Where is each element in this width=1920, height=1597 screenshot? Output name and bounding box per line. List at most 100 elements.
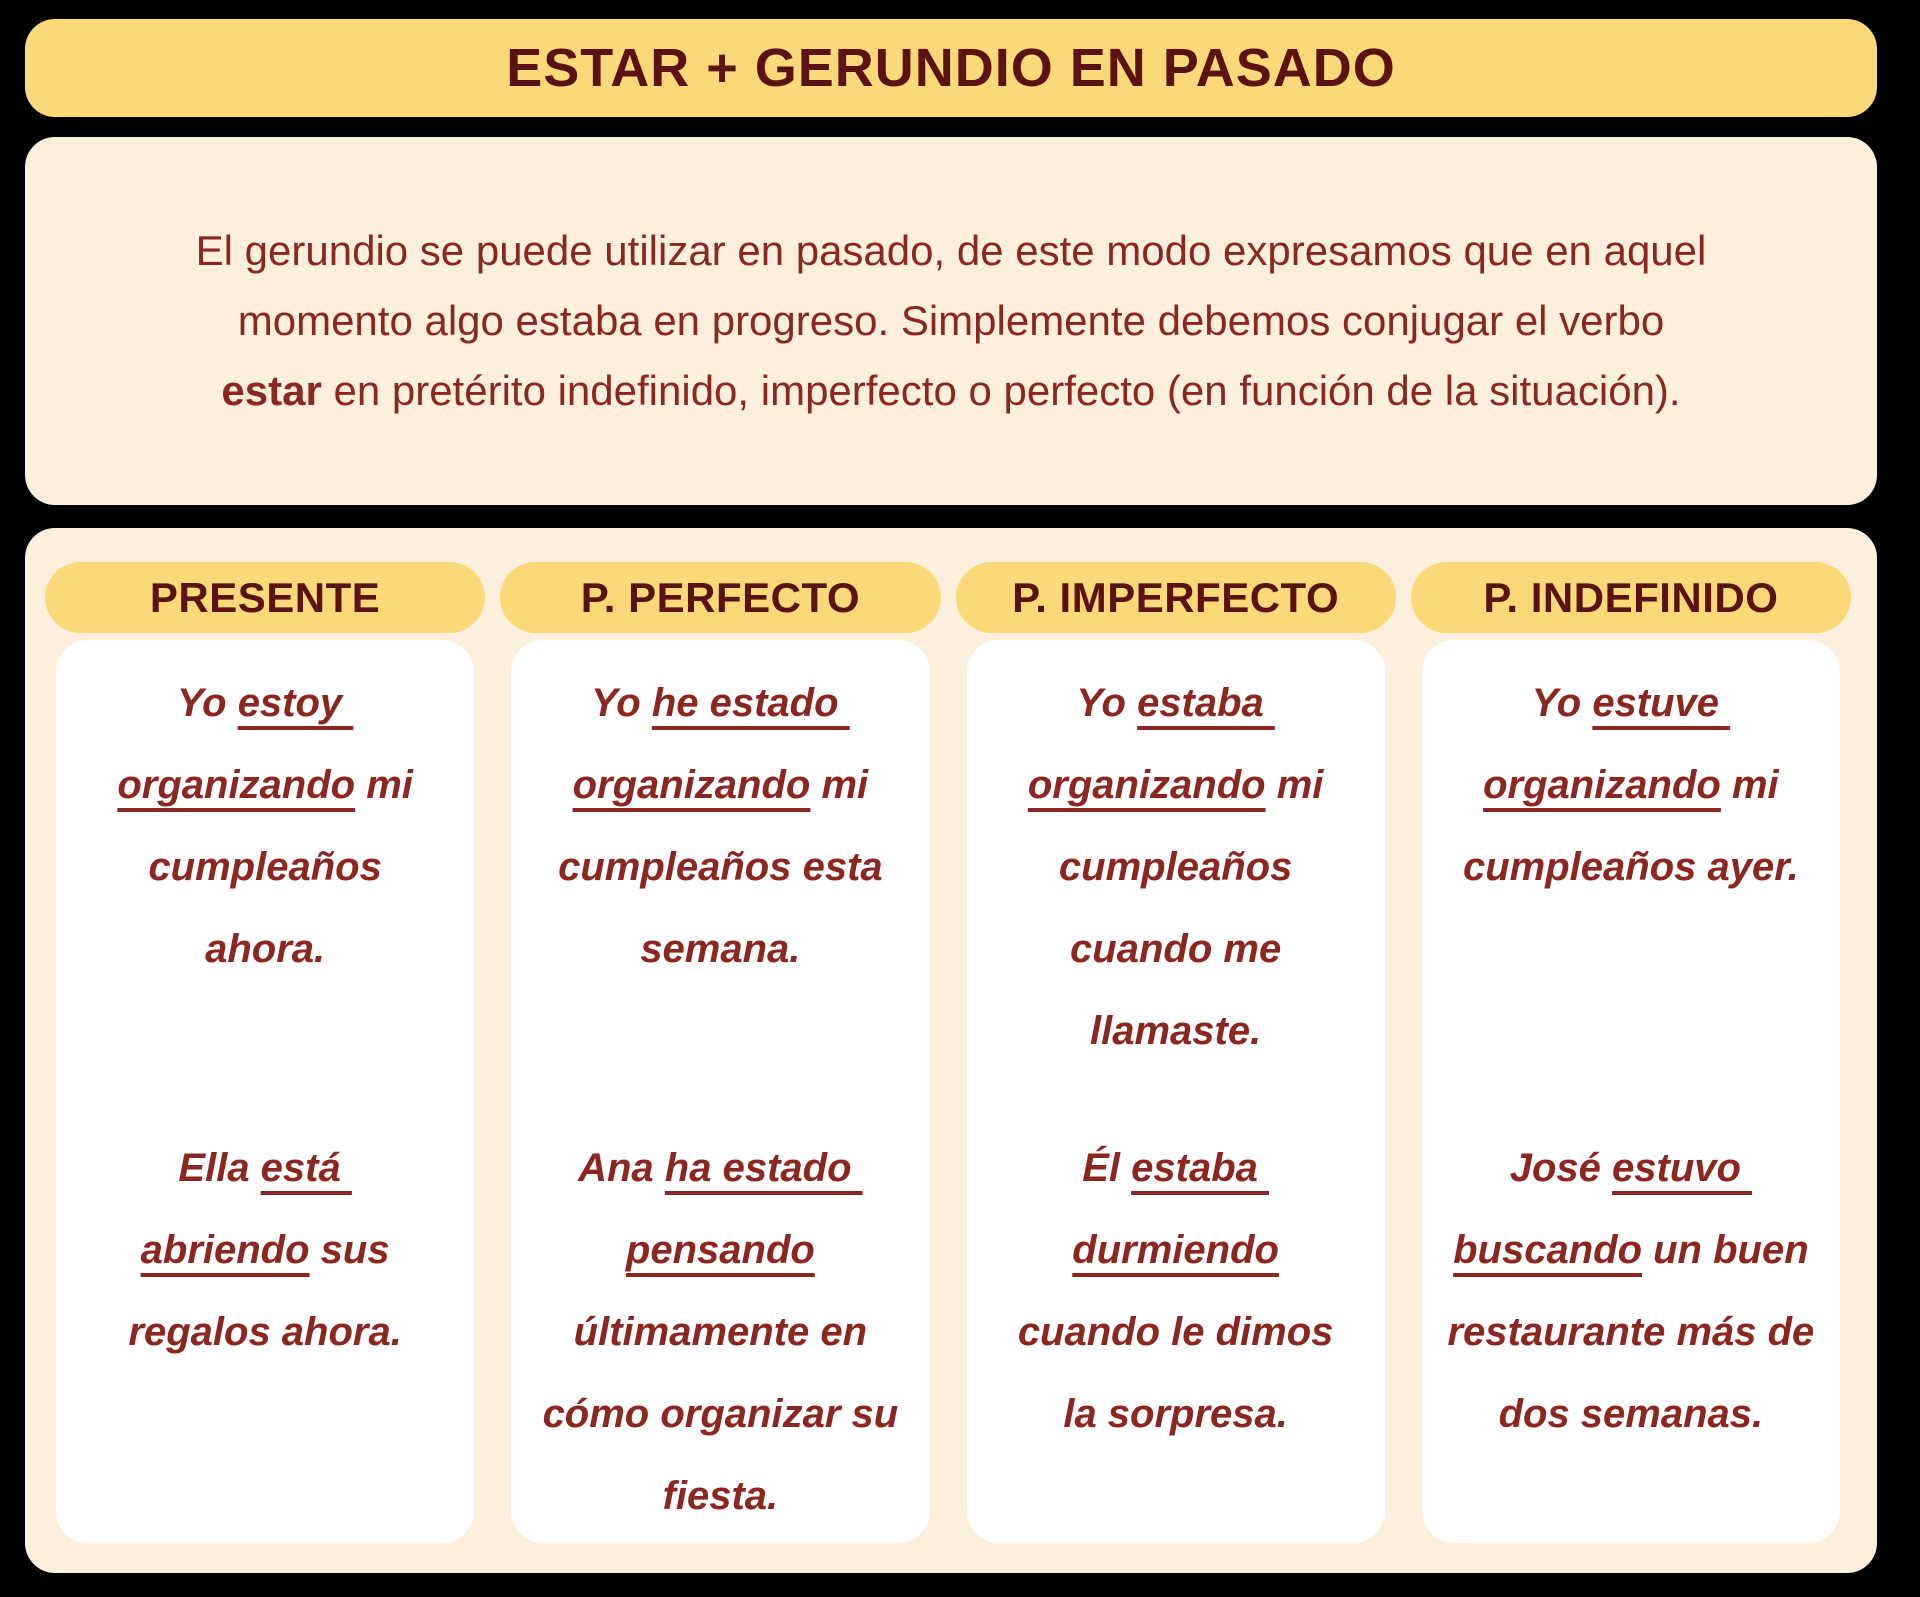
text-segment: llamaste. <box>1090 1009 1262 1053</box>
text-segment: El gerundio se puede utilizar en pasado,… <box>195 227 1707 274</box>
text-segment: mi <box>355 763 413 807</box>
sentence-line: Yo he estado <box>521 662 919 744</box>
example-sentence: Yo estuve organizando mi cumpleaños ayer. <box>1432 662 1830 1117</box>
example-card: Yo estoy organizando mi cumpleaños ahora. E… <box>56 640 475 1543</box>
title-banner: ESTAR + GERUNDIO EN PASADO <box>25 19 1877 117</box>
sentence-line: cuando le dimos <box>977 1291 1375 1373</box>
page-title: ESTAR + GERUNDIO EN PASADO <box>506 38 1396 98</box>
text-segment: en pretérito indefinido, imperfecto o pe… <box>321 367 1681 414</box>
tense-column: P. IMPERFECTO Yo estaba organizando mi cum… <box>955 562 1396 1573</box>
text-segment: sus <box>309 1228 390 1272</box>
underlined-verb: organizando <box>1027 763 1266 807</box>
text-segment: momento algo estaba en progreso. Simplem… <box>237 297 1665 344</box>
sentence-line: organizando mi <box>1432 744 1830 826</box>
bold-text-segment: estar <box>221 367 322 414</box>
text-segment: Ana <box>578 1146 665 1190</box>
sentence-line: abriendo sus <box>66 1209 464 1291</box>
tense-column: P. PERFECTO Yo he estado organizando mi cu… <box>500 562 941 1573</box>
tense-header-label: P. PERFECTO <box>580 573 861 621</box>
sentence-line: últimamente en <box>521 1291 919 1373</box>
sentence-line: Ella está <box>66 1127 464 1209</box>
underlined-verb: estaba <box>1137 681 1275 725</box>
tense-header-label: P. INDEFINIDO <box>1483 573 1779 621</box>
example-sentence: Yo estoy organizando mi cumpleaños ahora. <box>66 662 464 1117</box>
sentence-line: buscando un buen <box>1432 1209 1830 1291</box>
intro-line: El gerundio se puede utilizar en pasado,… <box>196 216 1707 286</box>
underlined-verb: organizando <box>572 763 811 807</box>
tense-header-pill: P. IMPERFECTO <box>955 562 1396 633</box>
text-segment: dos semanas. <box>1498 1392 1764 1436</box>
sentence-line: restaurante más de <box>1432 1291 1830 1373</box>
text-segment: Él <box>1082 1146 1132 1190</box>
example-sentence: Él estaba durmiendo cuando le dimos la sor… <box>977 1127 1375 1455</box>
text-segment: mi <box>1720 763 1779 807</box>
text-segment: cuando le dimos <box>1017 1310 1334 1354</box>
sentence-line: regalos ahora. <box>66 1291 464 1373</box>
underlined-verb: organizando <box>1483 763 1721 807</box>
sentence-line: llamaste. <box>977 990 1375 1072</box>
sentence-line: Yo estuve <box>1432 662 1830 744</box>
text-segment: Yo <box>1076 681 1138 725</box>
tense-table: PRESENTE Yo estoy organizando mi cumpleaño… <box>25 528 1877 1573</box>
text-segment: cuando me <box>1070 927 1282 971</box>
intro-box: El gerundio se puede utilizar en pasado,… <box>25 137 1877 505</box>
tense-header-pill: P. PERFECTO <box>500 562 941 633</box>
text-segment: mi <box>1265 763 1324 807</box>
text-segment: un buen <box>1642 1228 1809 1272</box>
underlined-verb: estaba <box>1131 1146 1269 1190</box>
sentence-line: Yo estoy <box>66 662 464 744</box>
text-segment: restaurante más de <box>1447 1310 1815 1354</box>
underlined-verb: estuve <box>1592 681 1731 725</box>
sentence-line: ahora. <box>66 908 464 990</box>
sentence-line: cómo organizar su <box>521 1373 919 1455</box>
tense-header-label: P. IMPERFECTO <box>1012 573 1340 621</box>
sentence-line: cumpleaños <box>977 826 1375 908</box>
sentence-line: organizando mi <box>66 744 464 826</box>
intro-line: momento algo estaba en progreso. Simplem… <box>238 286 1665 356</box>
text-segment: regalos ahora. <box>128 1310 402 1354</box>
underlined-verb: organizando <box>117 763 356 807</box>
text-segment: cumpleaños <box>148 845 382 889</box>
underlined-verb: durmiendo <box>1072 1228 1279 1272</box>
example-card: Yo estuve organizando mi cumpleaños ayer.… <box>1421 640 1840 1543</box>
text-segment: fiesta. <box>662 1474 779 1518</box>
example-sentence: Yo he estado organizando mi cumpleaños es… <box>521 662 919 1117</box>
text-segment: ahora. <box>205 927 326 971</box>
sentence-line: cumpleaños ayer. <box>1432 826 1830 908</box>
sentence-line: organizando mi <box>977 744 1375 826</box>
tense-header-label: PRESENTE <box>149 573 381 621</box>
text-segment: cumpleaños esta <box>558 845 883 889</box>
underlined-verb: he estado <box>651 681 850 725</box>
intro-line: estar en pretérito indefinido, imperfect… <box>221 356 1680 426</box>
text-segment: Yo <box>176 681 238 725</box>
sentence-line: semana. <box>521 908 919 990</box>
sentence-line: Ana ha estado <box>521 1127 919 1209</box>
tense-header-pill: P. INDEFINIDO <box>1410 562 1851 633</box>
example-sentence: Ana ha estado pensando últimamente en cómo… <box>521 1127 919 1537</box>
text-segment: semana. <box>640 927 801 971</box>
text-segment: últimamente en <box>573 1310 868 1354</box>
text-segment: cumpleaños ayer. <box>1463 845 1799 889</box>
sentence-line: organizando mi <box>521 744 919 826</box>
tense-column: P. INDEFINIDO Yo estuve organizando mi cum… <box>1410 562 1851 1573</box>
example-sentence: Ella está abriendo sus regalos ahora. <box>66 1127 464 1373</box>
sentence-line: la sorpresa. <box>977 1373 1375 1455</box>
example-card: Yo he estado organizando mi cumpleaños es… <box>511 640 930 1543</box>
text-segment: mi <box>810 763 869 807</box>
text-segment: Yo <box>591 681 652 725</box>
underlined-verb: abriendo <box>140 1228 310 1272</box>
sentence-line: dos semanas. <box>1432 1373 1830 1455</box>
sentence-line: cumpleaños esta <box>521 826 919 908</box>
example-card: Yo estaba organizando mi cumpleaños cuando… <box>966 640 1385 1543</box>
underlined-verb: estuvo <box>1612 1146 1753 1190</box>
sentence-line: Él estaba <box>977 1127 1375 1209</box>
sentence-line: cuando me <box>977 908 1375 990</box>
example-sentence: José estuvo buscando un buen restaurante … <box>1432 1127 1830 1455</box>
text-segment: cumpleaños <box>1058 845 1293 889</box>
sentence-line: José estuvo <box>1432 1127 1830 1209</box>
text-segment: la sorpresa. <box>1063 1392 1288 1436</box>
text-segment: Ella <box>178 1146 261 1190</box>
underlined-verb: buscando <box>1453 1228 1642 1272</box>
example-sentence: Yo estaba organizando mi cumpleaños cuando… <box>977 662 1375 1117</box>
